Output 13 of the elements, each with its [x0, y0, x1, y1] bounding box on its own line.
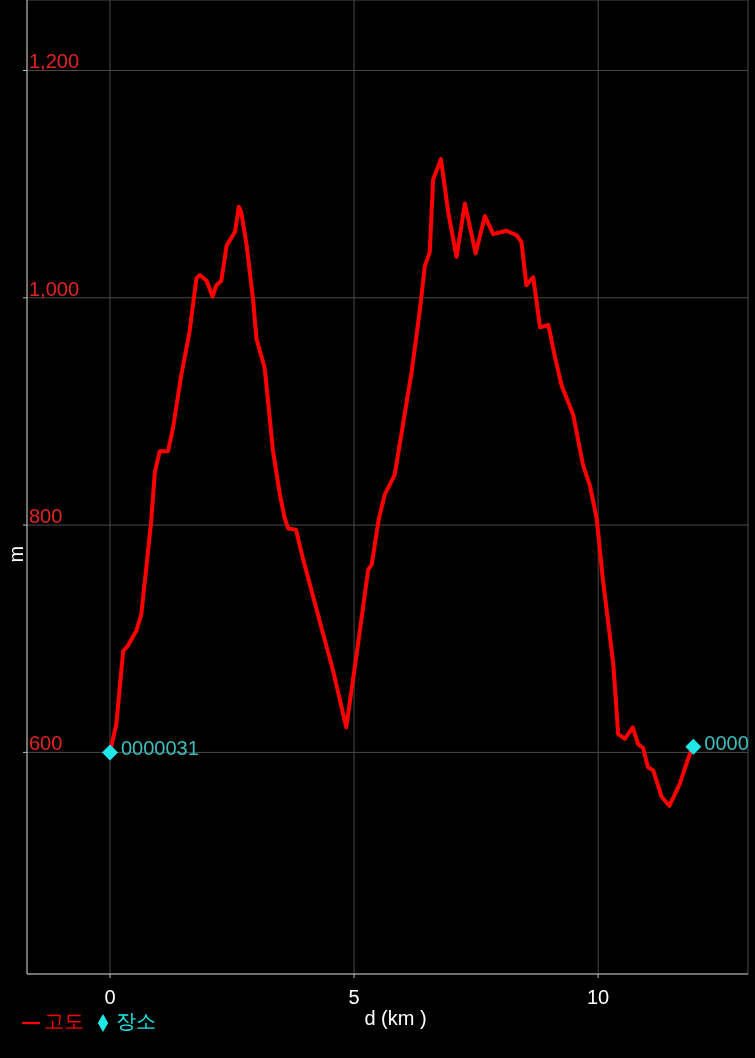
y-tick-label: 1,200 — [29, 50, 80, 73]
y-tick-label: 800 — [29, 505, 63, 528]
y-tick-label: 600 — [29, 732, 63, 755]
x-tick-label: 10 — [587, 986, 610, 1009]
y-axis-title: m — [5, 545, 28, 563]
y-tick-label: 1,000 — [29, 277, 80, 300]
x-axis-title: d (km ) — [364, 1007, 427, 1029]
x-tick-label: 0 — [104, 986, 116, 1009]
legend-label: 고도 — [44, 1010, 84, 1032]
annotation: 0000 — [704, 731, 749, 754]
legend-label: 장소 — [116, 1010, 156, 1032]
x-tick-label: 5 — [348, 986, 360, 1009]
annotation: 0000031 — [120, 737, 199, 760]
